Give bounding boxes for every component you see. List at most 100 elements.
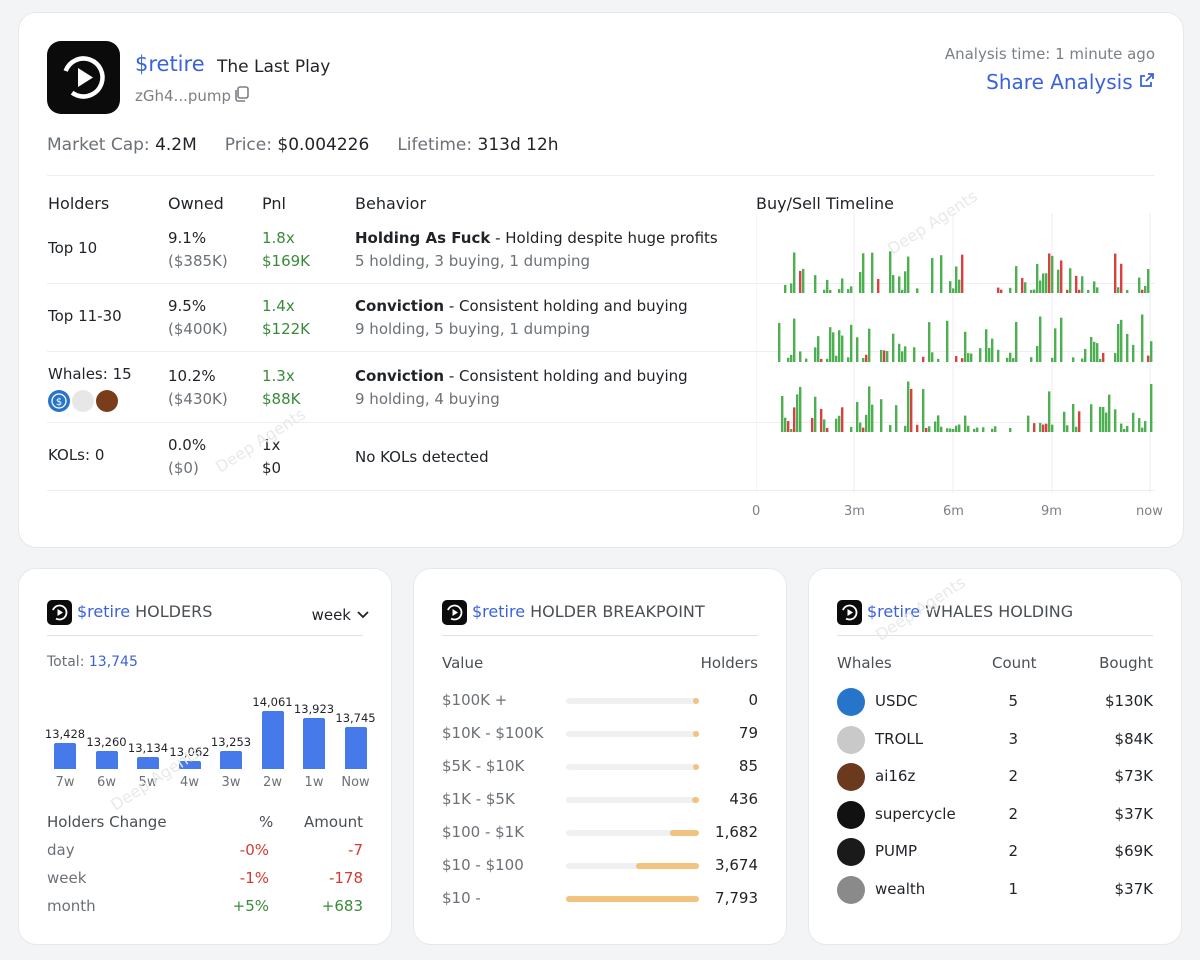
breakpoint-title: $retire HOLDER BREAKPOINT [472,602,705,621]
buy-bar [1081,358,1084,362]
row-whales-owned: 10.2% ($430K) [168,365,228,411]
buy-bar [850,426,853,432]
ai16z-icon [837,763,865,791]
col-behavior: Behavior [355,194,427,213]
whale-count: 2 [1008,842,1018,860]
buy-bar [1147,269,1150,293]
owned-usd: ($385K) [168,252,228,270]
sell-bar [1048,253,1051,293]
change-header-pct: % [259,813,274,831]
sell-bar [820,408,823,432]
buy-bar [1114,409,1117,432]
owned-usd: ($400K) [168,320,228,338]
buy-bar [1090,337,1093,362]
holders-bar-label: 5w [138,775,158,790]
market-cap-label: Market Cap: [47,135,150,155]
pnl-usd: $0 [262,459,282,477]
buy-bar [880,349,883,362]
share-analysis-link[interactable]: Share Analysis [986,70,1155,94]
buy-bar [859,422,862,432]
buy-bar [784,417,787,432]
token-symbol: $retire [135,52,205,76]
buy-bar [904,271,907,293]
buy-bar [856,401,859,432]
buy-bar [862,253,865,293]
sell-bar [877,278,880,293]
behavior-title: Holding As Fuck [355,229,491,247]
row-top10-owned: 9.1% ($385K) [168,227,228,273]
buy-bar [979,348,982,362]
title-text: WHALES HOLDING [925,602,1074,621]
buy-bar [1033,289,1036,293]
whales-header-count: Count [992,654,1037,672]
breakpoint-fill [693,731,699,737]
buy-bar [946,320,949,362]
sell-bar [1141,289,1144,293]
breakpoint-count: 7,793 [715,889,758,907]
troll-icon [837,725,865,754]
whales-header-name: Whales [837,654,892,672]
breakpoint-count: 79 [738,724,758,742]
copy-icon[interactable] [233,86,249,102]
share-analysis-label: Share Analysis [986,70,1133,94]
buy-bar [1099,406,1102,432]
buy-bar [1069,268,1072,293]
whale-count: 3 [1008,729,1018,748]
holders-bar-value: 13,062 [169,744,210,759]
whale-bought: $69K [1114,842,1153,860]
owned-pct: 9.5% [168,297,207,315]
buy-bar [964,415,967,432]
buy-bar [799,351,802,362]
buy-bar [1036,263,1039,293]
row-whales-holder: Whales: 15 [48,365,132,383]
whale-name: wealth [875,879,926,898]
token-stats: Market Cap: 4.2M Price: $0.004226 Lifetime… [47,135,559,155]
buy-bar [1105,412,1108,432]
buy-bar [1141,314,1144,362]
buy-bar [952,428,955,432]
row-top11-30-holder: Top 11-30 [48,307,122,325]
sell-bar [793,407,796,432]
behavior-title: Conviction [355,367,445,385]
holders-bar [137,757,159,769]
col-timeline: Buy/Sell Timeline [756,194,894,213]
buy-bar [823,289,826,293]
sell-bar [811,418,814,432]
sell-bar [1021,277,1024,293]
whale-bought: $37K [1114,879,1153,898]
external-link-icon [1140,73,1154,87]
buy-bar [937,358,940,362]
buy-bar [949,428,952,432]
sell-bar [1078,411,1081,432]
buy-bar [781,395,784,432]
buy-bar [1150,383,1153,432]
breakpoint-track [566,797,699,803]
timeline-tick-3m: 3m [844,504,865,519]
buy-bar [796,394,799,432]
buy-bar [1117,324,1120,362]
buy-bar [931,352,934,362]
period-select[interactable]: week [312,606,369,624]
buy-bar [934,421,937,432]
buy-bar [1138,277,1141,293]
market-cap-value: 4.2M [155,135,197,155]
row-top10-pnl: 1.8x $169K [262,227,310,273]
timeline-tick-9m: 9m [1041,504,1062,519]
buy-bar [1039,316,1042,362]
card-divider [442,635,758,636]
row-divider [47,351,1155,352]
play-icon [446,604,463,621]
breakpoint-fill [691,797,699,803]
buy-bar [847,357,850,362]
sell-bar [961,358,964,362]
token-mini-logo [837,600,862,625]
breakpoint-track [566,731,699,737]
change-period: day [47,841,75,859]
analysis-time: Analysis time: 1 minute ago [944,45,1155,63]
buy-bar [1132,344,1135,362]
whale-name: PUMP [875,842,918,860]
buy-bar [868,386,871,432]
buy-bar [868,328,871,362]
change-pct: +5% [232,897,269,915]
buy-bar [1051,424,1054,432]
